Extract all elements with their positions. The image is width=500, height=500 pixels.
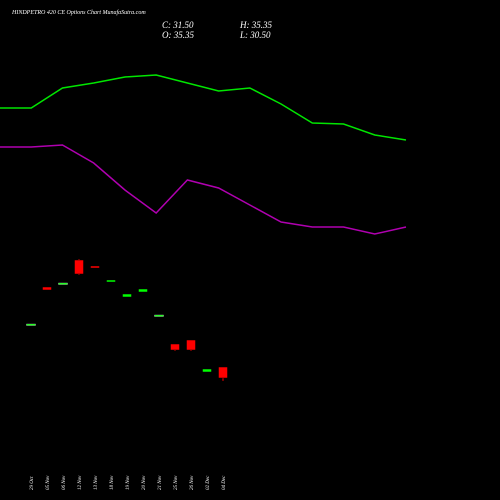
- x-tick-label: 21 Nov: [158, 475, 163, 490]
- candle-body: [26, 323, 36, 326]
- x-tick-label: 04 Dec: [222, 475, 227, 490]
- chart-title: HINDPETRO 420 CE Options Chart MunafaSut…: [11, 9, 146, 16]
- candle-body: [58, 282, 68, 285]
- x-tick-label: 12 Nov: [78, 475, 83, 490]
- candle-body: [186, 339, 196, 351]
- x-tick-label: 02 Dec: [206, 475, 211, 490]
- candle-body: [42, 286, 52, 291]
- x-tick-label: 29 Oct: [30, 476, 35, 490]
- x-tick-label: 13 Nov: [94, 475, 99, 490]
- x-tick-label: 19 Nov: [126, 475, 131, 490]
- candle-body: [74, 259, 84, 275]
- low-label: L: 30.50: [239, 30, 271, 40]
- close-label: C: 31.50: [162, 20, 194, 30]
- candle-body: [170, 343, 180, 351]
- x-tick-label: 05 Nov: [46, 475, 51, 490]
- high-label: H: 35.35: [239, 20, 272, 30]
- x-tick-label: 25 Nov: [174, 475, 179, 490]
- indicator-line: [0, 74, 407, 141]
- candle-body: [106, 279, 116, 283]
- x-tick-label: 06 Nov: [62, 475, 67, 490]
- candle-body: [218, 366, 228, 379]
- candle-body: [90, 265, 100, 269]
- indicator-line: [0, 144, 407, 235]
- x-tick-label: 26 Nov: [190, 475, 195, 490]
- candle-body: [138, 288, 148, 293]
- candle-body: [122, 293, 132, 298]
- candle-body: [202, 368, 212, 373]
- x-tick-label: 18 Nov: [110, 475, 115, 490]
- candle-body: [154, 314, 164, 317]
- x-tick-label: 20 Nov: [142, 475, 147, 490]
- open-label: O: 35.35: [162, 30, 194, 40]
